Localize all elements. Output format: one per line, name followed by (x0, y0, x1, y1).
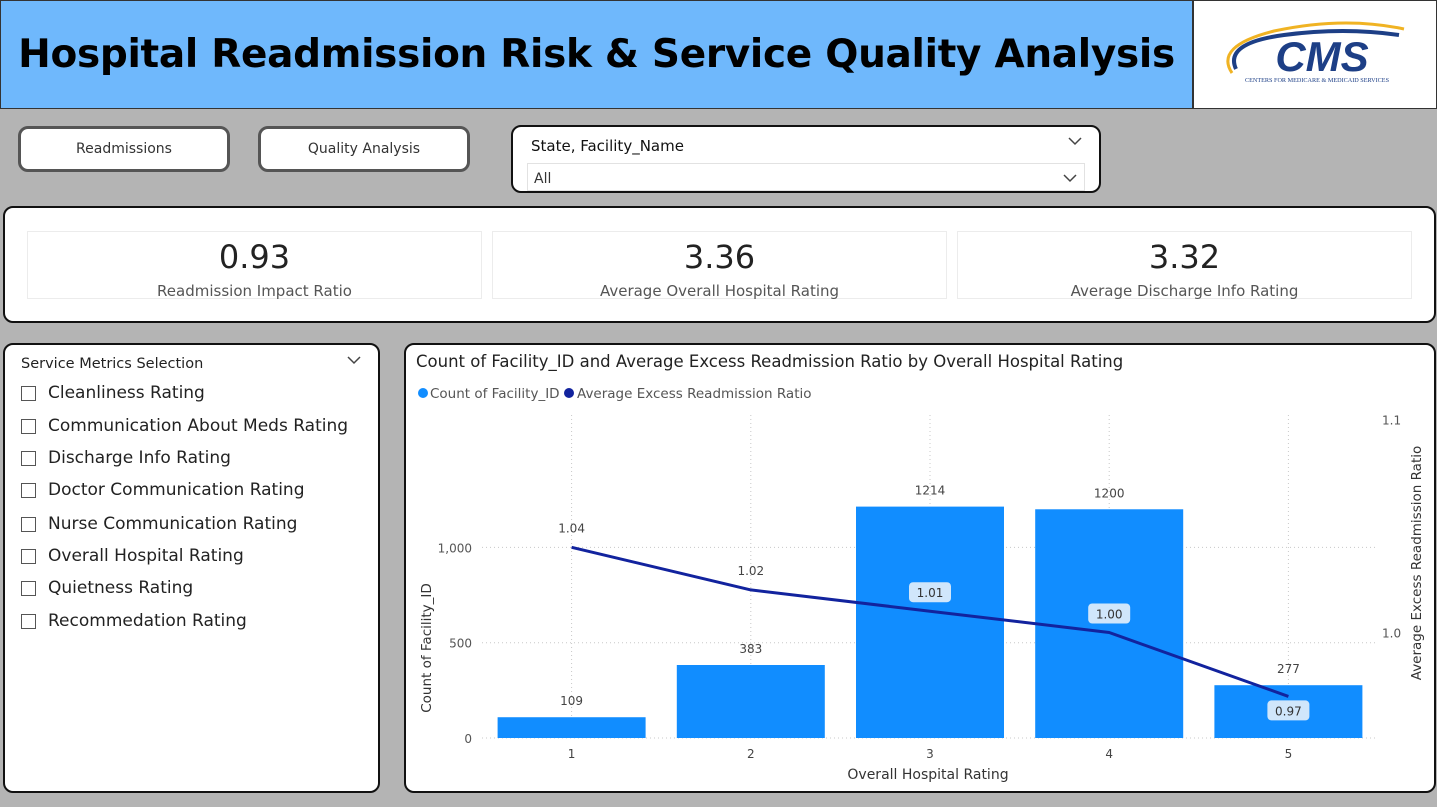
metric-item-nurse-communication[interactable]: Nurse Communication Rating (21, 513, 297, 535)
bar-data-label: 383 (739, 642, 762, 656)
slicer-title: State, Facility_Name (531, 137, 684, 155)
metric-item-overall-hospital[interactable]: Overall Hospital Rating (21, 545, 244, 567)
checkbox[interactable] (21, 580, 36, 596)
line-data-label-bg (1088, 603, 1131, 624)
line-data-label-bg (909, 582, 951, 603)
kpi-panel: 0.93 Readmission Impact Ratio 3.36 Avera… (3, 206, 1436, 323)
metric-label: Overall Hospital Rating (48, 546, 244, 566)
slicer-dropdown[interactable]: All (527, 163, 1085, 191)
y2-axis-title: Average Excess Readmission Ratio (1409, 446, 1425, 681)
line-data-label-bg (1267, 700, 1310, 721)
metric-item-discharge-info[interactable]: Discharge Info Rating (21, 447, 231, 469)
checkbox[interactable] (21, 482, 36, 498)
kpi-card-readmission-impact: 0.93 Readmission Impact Ratio (27, 231, 482, 300)
legend-marker-ratio (564, 388, 574, 398)
cms-logo: CMS CENTERS FOR MEDICARE & MEDICAID SERV… (1193, 0, 1437, 109)
x-tick-label: 5 (1285, 747, 1293, 761)
bar (676, 665, 825, 738)
x-tick-label: 3 (926, 747, 934, 761)
metrics-title: Service Metrics Selection (21, 356, 204, 372)
metric-label: Cleanliness Rating (48, 383, 205, 403)
chevron-down-icon[interactable] (346, 354, 362, 366)
chart-title: Count of Facility_ID and Average Excess … (416, 352, 1123, 372)
bar-data-label: 1214 (915, 484, 946, 498)
kpi-label: Readmission Impact Ratio (157, 282, 352, 300)
readmissions-button-label: Readmissions (76, 141, 172, 157)
logo-text: CMS (1275, 33, 1368, 80)
kpi-value: 3.36 (683, 238, 756, 276)
y2-tick-label: 1.0 (1382, 627, 1401, 641)
metric-label: Quietness Rating (48, 578, 194, 598)
logo-subtext: CENTERS FOR MEDICARE & MEDICAID SERVICES (1245, 77, 1390, 84)
kpi-value: 3.32 (1148, 238, 1221, 276)
chevron-down-icon[interactable] (1067, 135, 1083, 147)
combo-chart[interactable]: Count of Facility_ID and Average Excess … (406, 345, 1434, 791)
metric-item-communication-meds[interactable]: Communication About Meds Rating (21, 415, 348, 437)
dropdown-chevron-icon[interactable] (1062, 172, 1078, 184)
x-tick-label: 4 (1105, 747, 1113, 761)
checkbox[interactable] (21, 516, 36, 532)
bar (1035, 509, 1184, 738)
x-tick-label: 1 (568, 747, 576, 761)
y2-tick-label: 1.1 (1382, 414, 1401, 428)
bar-data-label: 109 (560, 694, 583, 708)
x-axis-title: Overall Hospital Rating (847, 767, 1008, 783)
state-facility-slicer: State, Facility_Name All (511, 125, 1101, 193)
logo-swoosh-navy (1232, 29, 1400, 70)
line-data-label: 1.02 (737, 564, 764, 578)
logo-swoosh-gold (1226, 21, 1405, 74)
line-series (571, 545, 1289, 698)
metric-label: Discharge Info Rating (48, 448, 231, 468)
metric-item-doctor-communication[interactable]: Doctor Communication Rating (21, 479, 305, 501)
metric-item-cleanliness[interactable]: Cleanliness Rating (21, 382, 205, 404)
header-banner (0, 0, 1193, 109)
line-data-label: 1.01 (917, 586, 944, 600)
readmissions-button[interactable]: Readmissions (18, 126, 230, 172)
plot-area: 0 500 1,000 1.0 1.1 109 1 383 2 1214 3 1200 4 277 5 1.0… (438, 414, 1401, 762)
checkbox[interactable] (21, 548, 36, 564)
metric-label: Doctor Communication Rating (48, 480, 305, 500)
bar-data-label: 1200 (1094, 486, 1125, 500)
y-axis-title: Count of Facility_ID (419, 583, 435, 713)
checkbox[interactable] (21, 450, 36, 466)
line-data-label: 1.04 (558, 521, 585, 535)
x-tick-label: 2 (747, 747, 755, 761)
metric-label: Communication About Meds Rating (48, 416, 349, 436)
metric-item-recommendation[interactable]: Recommedation Rating (21, 610, 247, 632)
bar (497, 717, 646, 738)
page-title: Hospital Readmission Risk & Service Qual… (18, 32, 1175, 77)
kpi-label: Average Discharge Info Rating (1070, 282, 1299, 300)
kpi-card-discharge-rating: 3.32 Average Discharge Info Rating (957, 231, 1412, 300)
service-metrics-slicer: Service Metrics Selection Cleanliness Ra… (3, 343, 380, 793)
y-tick-label: 500 (449, 637, 472, 651)
bar (856, 506, 1004, 738)
legend-label-count: Count of Facility_ID (430, 386, 560, 402)
y-tick-label: 0 (464, 732, 472, 746)
kpi-card-overall-rating: 3.36 Average Overall Hospital Rating (492, 231, 947, 300)
y-tick-label: 1,000 (438, 541, 472, 555)
checkbox[interactable] (21, 385, 36, 401)
combo-chart-panel: Count of Facility_ID and Average Excess … (404, 343, 1436, 793)
quality-analysis-button[interactable]: Quality Analysis (258, 126, 470, 172)
metric-label: Recommedation Rating (48, 611, 247, 631)
legend-label-ratio: Average Excess Readmission Ratio (577, 386, 812, 402)
slicer-value: All (534, 171, 552, 187)
quality-analysis-button-label: Quality Analysis (307, 141, 421, 157)
kpi-label: Average Overall Hospital Rating (599, 282, 840, 300)
line-data-label: 1.00 (1096, 608, 1123, 622)
kpi-value: 0.93 (218, 238, 291, 276)
metric-item-quietness[interactable]: Quietness Rating (21, 577, 193, 599)
checkbox[interactable] (21, 418, 36, 434)
metric-label: Nurse Communication Rating (48, 514, 298, 534)
line-data-label: 0.97 (1275, 704, 1302, 718)
checkbox[interactable] (21, 613, 36, 629)
bar-data-label: 277 (1277, 662, 1300, 676)
legend-marker-count (418, 388, 428, 398)
